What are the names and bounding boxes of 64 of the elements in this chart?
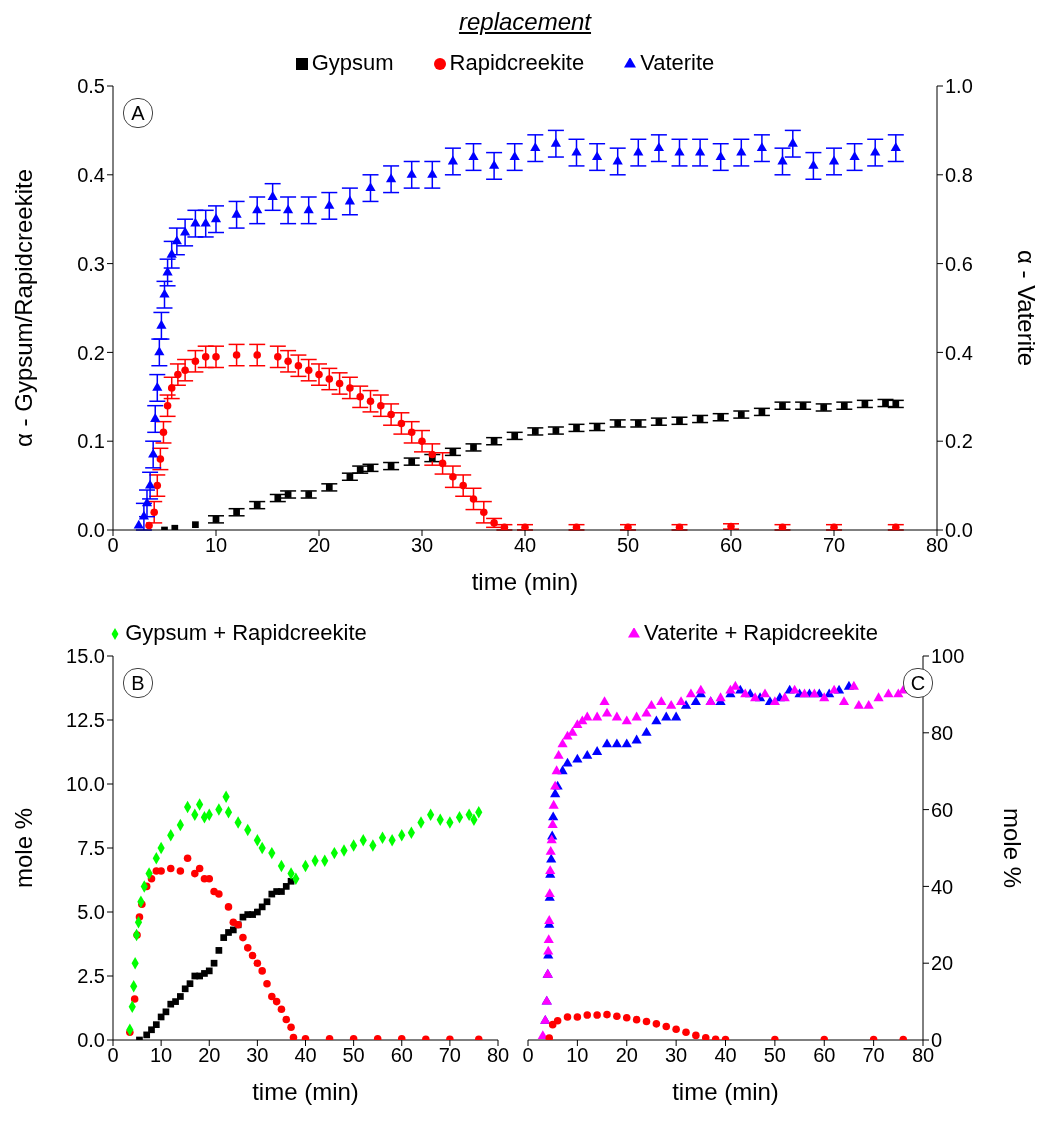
- chart-title: replacement: [457, 8, 593, 37]
- legend-label: Vaterite: [640, 50, 715, 75]
- x-tick-label: 20: [307, 534, 331, 557]
- x-tick-label: 30: [410, 534, 434, 557]
- x-tick-label: 60: [813, 1044, 836, 1067]
- x-tick-label: 60: [390, 1044, 413, 1067]
- y-tick-label: 5.0: [77, 901, 105, 924]
- legend-label: Rapidcreekite: [449, 50, 585, 75]
- y-tick-label: 7.5: [77, 837, 105, 860]
- y-tick-label: 0.5: [77, 75, 105, 98]
- annotation: C: [903, 668, 933, 698]
- x-axis-title: time (min): [672, 1078, 779, 1105]
- x-axis-title: time (min): [471, 568, 579, 595]
- legend-label: Vaterite + Rapidcreekite: [644, 620, 878, 645]
- annotation: B: [123, 668, 153, 698]
- y2-tick-label: 100: [931, 645, 965, 668]
- legend-label: Gypsum + Rapidcreekite: [125, 620, 367, 645]
- y-axis-title: mole %: [9, 807, 37, 889]
- y2-tick-label: 1.0: [945, 75, 973, 98]
- annotation: A: [123, 98, 153, 128]
- y2-tick-label: 0.6: [945, 252, 973, 275]
- x-tick-label: 70: [822, 534, 846, 557]
- x-tick-label: 60: [719, 534, 743, 557]
- y2-axis-title: α - Vaterite: [1013, 249, 1041, 367]
- x-tick-label: 20: [198, 1044, 221, 1067]
- x-tick-label: 50: [616, 534, 640, 557]
- x-tick-label: 70: [438, 1044, 461, 1067]
- y-tick-label: 2.5: [77, 965, 105, 988]
- y-tick-label: 12.5: [66, 709, 105, 732]
- x-tick-label: 0: [522, 1044, 534, 1067]
- y2-tick-label: 80: [931, 721, 954, 744]
- x-tick-label: 40: [714, 1044, 737, 1067]
- x-tick-label: 30: [246, 1044, 269, 1067]
- y2-tick-label: 40: [931, 875, 954, 898]
- x-tick-label: 50: [763, 1044, 786, 1067]
- y-tick-label: 10.0: [66, 773, 105, 796]
- x-tick-label: 30: [665, 1044, 688, 1067]
- x-tick-label: 50: [342, 1044, 365, 1067]
- x-axis-title: time (min): [252, 1078, 359, 1105]
- y-axis-title: α - Gypsum/Rapidcreekite: [9, 169, 37, 447]
- x-tick-label: 0: [107, 1044, 119, 1067]
- x-tick-label: 40: [294, 1044, 317, 1067]
- y2-tick-label: 0.2: [945, 430, 973, 453]
- x-tick-label: 70: [862, 1044, 885, 1067]
- y-tick-label: 0.4: [77, 163, 105, 186]
- x-tick-label: 40: [513, 534, 537, 557]
- y-tick-label: 0.2: [77, 341, 105, 364]
- y2-tick-label: 60: [931, 798, 954, 821]
- y-tick-label: 0.3: [77, 252, 105, 275]
- x-tick-label: 0: [107, 534, 119, 557]
- x-tick-label: 20: [615, 1044, 638, 1067]
- y2-tick-label: 0.8: [945, 163, 973, 186]
- y2-axis-title: mole %: [999, 807, 1027, 889]
- y-tick-label: 0.0: [77, 1029, 105, 1052]
- y-tick-label: 0.1: [77, 430, 105, 453]
- x-tick-label: 10: [150, 1044, 173, 1067]
- y2-tick-label: 20: [931, 952, 954, 975]
- y-tick-label: 15.0: [66, 645, 105, 668]
- x-tick-label: 10: [204, 534, 228, 557]
- y-tick-label: 0.0: [77, 519, 105, 542]
- y2-tick-label: 0.4: [945, 341, 973, 364]
- x-tick-label: 80: [486, 1044, 510, 1067]
- x-tick-label: 10: [566, 1044, 589, 1067]
- legend-label: Gypsum: [311, 50, 394, 75]
